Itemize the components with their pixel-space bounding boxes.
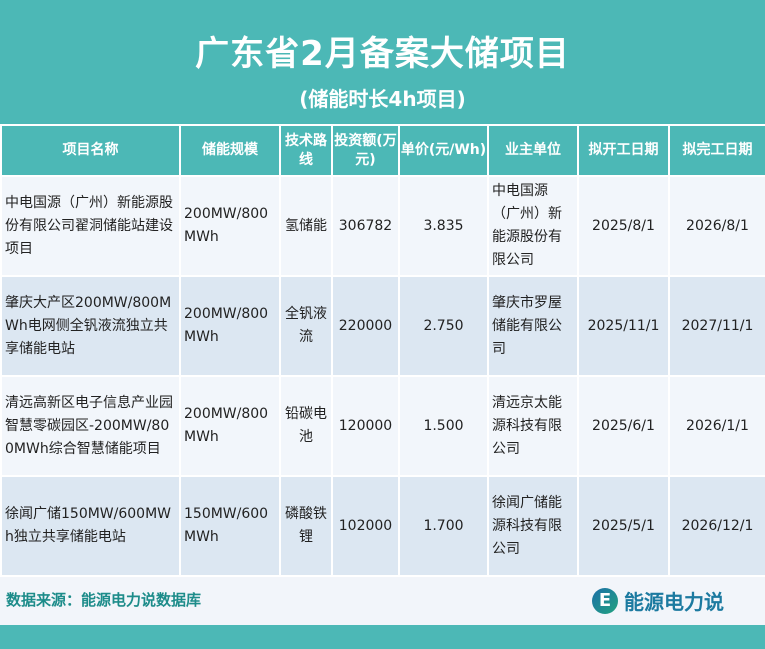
- data-source: 数据来源：能源电力说数据库: [6, 591, 202, 609]
- page-subtitle: (储能时长4h项目): [299, 87, 466, 111]
- table-cell: 1.500: [398, 375, 489, 477]
- table-cell: 200MW/800MWh: [179, 175, 281, 277]
- table-cell: 2026/1/1: [668, 375, 765, 477]
- table-cell: 徐闻广储150MW/600MWh独立共享储能电站: [0, 475, 181, 577]
- column-header: 业主单位: [487, 124, 579, 177]
- page-title: 广东省2月备案大储项目: [195, 34, 570, 74]
- logo-e-icon: E: [592, 587, 618, 614]
- table-cell: 磷酸铁锂: [279, 475, 333, 577]
- table-cell: 铅碳电池: [279, 375, 333, 477]
- table-cell: 2027/11/1: [668, 275, 765, 377]
- table-cell: 2.750: [398, 275, 489, 377]
- column-header: 拟完工日期: [668, 124, 765, 177]
- table-cell: 200MW/800MWh: [179, 275, 281, 377]
- table-cell: 3.835: [398, 175, 489, 277]
- table-cell: 中电国源（广州）新能源股份有限公司: [487, 175, 579, 277]
- table-cell: 2025/8/1: [577, 175, 670, 277]
- logo-text: 能源电力说: [624, 590, 724, 614]
- column-header: 项目名称: [0, 124, 181, 177]
- table-row: 中电国源（广州）新能源股份有限公司翟洞储能站建设项目 200MW/800MWh 氢储…: [0, 175, 765, 277]
- column-header: 单价(元/Wh): [398, 124, 489, 177]
- table-cell: 120000: [331, 375, 400, 477]
- bottom-band: [0, 625, 765, 649]
- footer: 数据来源：能源电力说数据库 E 能源电力说: [0, 575, 765, 625]
- table-cell: 220000: [331, 275, 400, 377]
- table-cell: 2026/8/1: [668, 175, 765, 277]
- title-banner: 广东省2月备案大储项目 (储能时长4h项目): [0, 0, 765, 124]
- table-cell: 306782: [331, 175, 400, 277]
- table-cell: 150MW/600MWh: [179, 475, 281, 577]
- table-cell: 2026/12/1: [668, 475, 765, 577]
- table-cell: 2025/11/1: [577, 275, 670, 377]
- table-cell: 清远京太能源科技有限公司: [487, 375, 579, 477]
- brand-logo: E 能源电力说: [578, 586, 724, 615]
- column-header: 储能规模: [179, 124, 281, 177]
- table-cell: 全钒液流: [279, 275, 333, 377]
- table-row: 徐闻广储150MW/600MWh独立共享储能电站 150MW/600MWh 磷酸铁锂…: [0, 475, 765, 577]
- table-cell: 氢储能: [279, 175, 333, 277]
- table-cell: 2025/5/1: [577, 475, 670, 577]
- table-cell: 肇庆市罗屋储能有限公司: [487, 275, 579, 377]
- column-header: 技术路线: [279, 124, 333, 177]
- column-header: 投资额(万元): [331, 124, 400, 177]
- table-cell: 200MW/800MWh: [179, 375, 281, 477]
- column-header: 拟开工日期: [577, 124, 670, 177]
- table-cell: 肇庆大产区200MW/800MWh电网侧全钒液流独立共享储能电站: [0, 275, 181, 377]
- table-cell: 102000: [331, 475, 400, 577]
- table-header-row: 项目名称 储能规模 技术路线 投资额(万元) 单价(元/Wh) 业主单位 拟开工日期 拟完工日…: [0, 124, 765, 177]
- projects-table: 项目名称 储能规模 技术路线 投资额(万元) 单价(元/Wh) 业主单位 拟开工日期 拟完工日…: [0, 124, 765, 577]
- table-cell: 2025/6/1: [577, 375, 670, 477]
- table-cell: 清远高新区电子信息产业园智慧零碳园区-200MW/800MWh综合智慧储能项目: [0, 375, 181, 477]
- table-row: 清远高新区电子信息产业园智慧零碳园区-200MW/800MWh综合智慧储能项目 2…: [0, 375, 765, 477]
- table-cell: 1.700: [398, 475, 489, 577]
- table-cell: 中电国源（广州）新能源股份有限公司翟洞储能站建设项目: [0, 175, 181, 277]
- table-cell: 徐闻广储能源科技有限公司: [487, 475, 579, 577]
- table-row: 肇庆大产区200MW/800MWh电网侧全钒液流独立共享储能电站 200MW/80…: [0, 275, 765, 377]
